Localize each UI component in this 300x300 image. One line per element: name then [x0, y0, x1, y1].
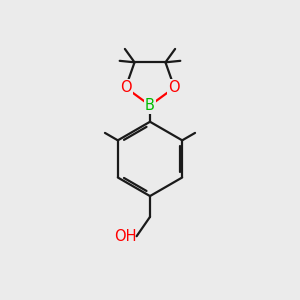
Text: O: O	[120, 80, 131, 95]
Text: O: O	[169, 80, 180, 95]
Text: OH: OH	[114, 229, 136, 244]
Text: B: B	[145, 98, 155, 113]
